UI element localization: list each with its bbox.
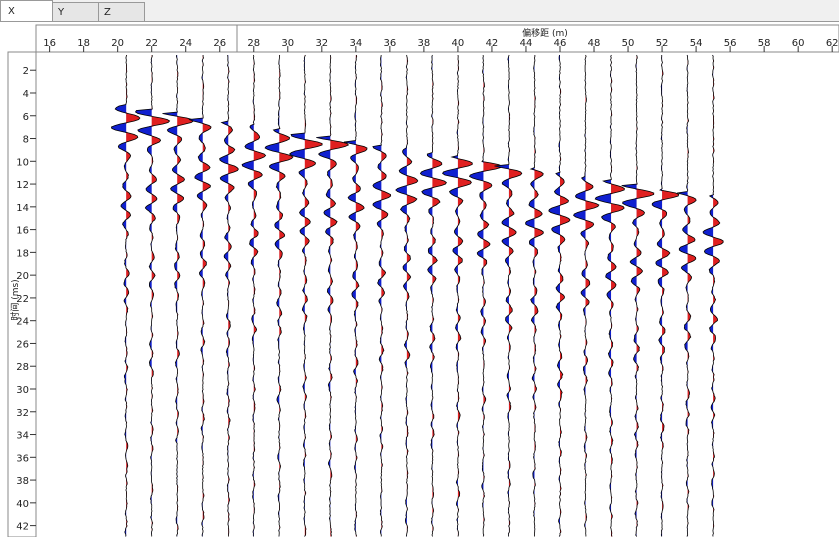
x-tick-label: 58 (758, 38, 771, 49)
y-tick-label: 34 (16, 431, 29, 442)
y-tick-label: 6 (23, 112, 29, 123)
trace (372, 54, 392, 537)
x-tick-label: 16 (43, 38, 56, 49)
trace-fill (381, 55, 391, 537)
x-tick-label: 28 (247, 38, 260, 49)
tab[interactable] (98, 2, 145, 22)
x-tick-label: 46 (554, 38, 567, 49)
trace-fill (534, 55, 544, 537)
x-tick-label: 56 (724, 38, 737, 49)
trace (677, 54, 697, 537)
x-tick-label: 22 (145, 38, 158, 49)
chart-panel (0, 22, 839, 537)
trace (594, 54, 625, 537)
trace (395, 54, 419, 537)
trace (219, 54, 239, 537)
trace (288, 54, 323, 537)
trace (494, 54, 523, 537)
x-tick-label: 20 (111, 38, 124, 49)
y-tick-label: 30 (16, 385, 29, 396)
x-tick-label: 42 (486, 38, 499, 49)
x-tick-label: 50 (622, 38, 635, 49)
trace-fill (442, 55, 458, 537)
x-tick-label: 26 (213, 38, 226, 49)
y-tick-label: 20 (16, 271, 29, 282)
trace-fill (469, 55, 484, 537)
x-tick-label: 34 (349, 38, 362, 49)
trace (573, 54, 600, 537)
trace (316, 54, 350, 537)
trace (621, 54, 655, 537)
y-tick-label: 22 (16, 294, 29, 305)
y-axis-panel (7, 51, 37, 537)
tab-label[interactable]: Y (57, 7, 65, 18)
y-tick-label: 38 (16, 476, 29, 487)
trace (110, 54, 141, 537)
y-tick-label: 32 (16, 408, 29, 419)
x-tick-label: 44 (520, 38, 533, 49)
y-tick-label: 28 (16, 362, 29, 373)
trace (134, 55, 171, 537)
y-tick-label: 12 (16, 180, 29, 191)
trace (702, 54, 724, 537)
y-tick-label: 2 (23, 66, 29, 77)
x-tick-label: 52 (656, 38, 669, 49)
trace (651, 55, 680, 537)
x-tick-label: 60 (792, 38, 805, 49)
trace-fill (355, 55, 367, 537)
y-axis-title: 时间 (ms) (9, 279, 21, 320)
x-tick-label: 18 (77, 38, 90, 49)
x-tick-label: 40 (452, 38, 465, 49)
trace-fill (343, 55, 356, 537)
y-tick-label: 26 (16, 339, 29, 350)
y-tick-label: 10 (16, 157, 29, 168)
y-tick-label: 4 (23, 89, 29, 100)
x-axis-title: 偏移距 (m) (522, 27, 568, 39)
y-tick-label: 8 (23, 135, 29, 146)
trace (468, 54, 504, 537)
trace (419, 54, 447, 537)
trace-fill (219, 55, 229, 537)
x-tick-label: 30 (281, 38, 294, 49)
trace (525, 55, 544, 537)
y-tick-label: 24 (16, 317, 29, 328)
trace (264, 54, 294, 537)
trace (548, 54, 571, 537)
trace (442, 54, 473, 537)
x-tick-label: 48 (588, 38, 601, 49)
x-tick-label: 38 (418, 38, 431, 49)
x-tick-label: 36 (383, 38, 396, 49)
x-tick-label: 54 (690, 38, 703, 49)
x-tick-label: 32 (315, 38, 328, 49)
x-tick-label: 62 (826, 38, 839, 49)
y-tick-label: 18 (16, 248, 29, 259)
y-tick-label: 40 (16, 499, 29, 510)
trace (241, 54, 267, 537)
y-tick-label: 42 (16, 522, 29, 533)
y-tick-label: 16 (16, 226, 29, 237)
trace (188, 55, 212, 537)
tab-label[interactable]: X (8, 6, 15, 17)
trace-fill (188, 55, 203, 537)
trace (343, 54, 368, 537)
tab-label[interactable]: Z (104, 7, 111, 18)
x-tick-label: 24 (179, 38, 192, 49)
trace (162, 54, 194, 537)
trace-fill (289, 55, 305, 537)
y-tick-label: 14 (16, 203, 29, 214)
trace-fill (279, 55, 293, 537)
trace-fill (595, 55, 612, 537)
tab-bar (0, 0, 839, 22)
x-axis-panel (35, 24, 839, 53)
trace-fill (253, 55, 266, 537)
y-tick-label: 36 (16, 453, 29, 464)
